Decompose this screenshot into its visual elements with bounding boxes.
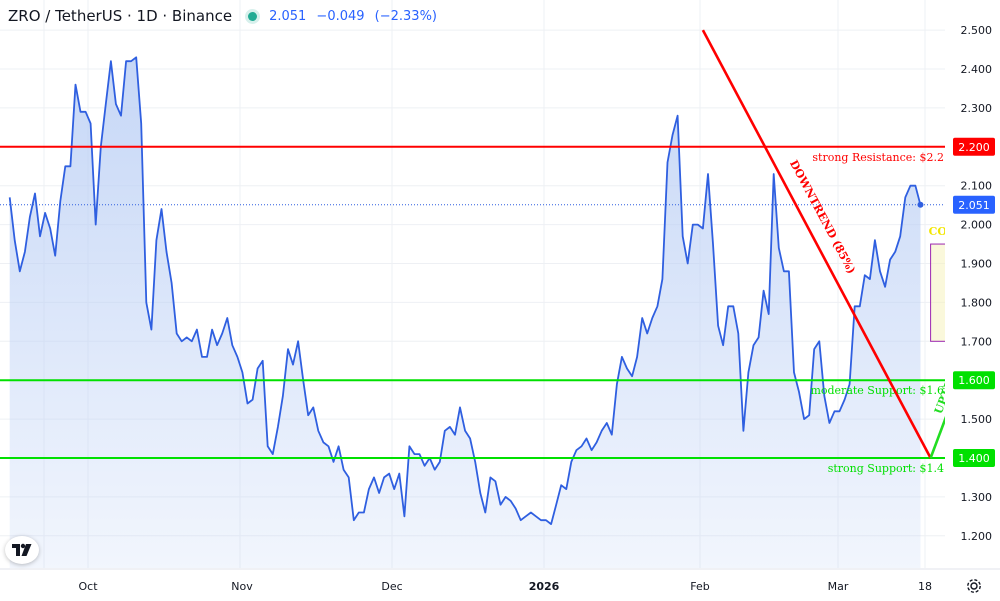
chart-header: ZRO / TetherUS · 1D · Binance 2.051 −0.0…: [8, 6, 437, 26]
price-axis-bg: [945, 0, 1000, 570]
price-tick-label: 1.700: [961, 335, 993, 348]
market-open-dot-icon: [248, 11, 258, 21]
last-price: 2.051: [269, 8, 307, 24]
time-axis[interactable]: Oct Nov Dec 2026 Feb Mar 18: [0, 568, 1000, 593]
gear-icon[interactable]: [964, 576, 986, 596]
price-change-pct: (−2.33%): [374, 8, 438, 24]
time-tick-label: 18: [918, 580, 932, 593]
support-label: moderate Support: $1.6: [810, 384, 944, 397]
last-price-tag-bg: [953, 195, 995, 214]
resistance-price-tag: 2.200: [958, 141, 990, 154]
time-tick-label: Dec: [381, 580, 402, 593]
price-area: [0, 56, 945, 569]
price-tick-label: 2.100: [961, 180, 993, 193]
price-tick-label: 1.200: [961, 530, 993, 543]
time-tick-label: 2026: [529, 580, 560, 593]
time-tick-label: Nov: [231, 580, 253, 593]
price-tick-label: 1.900: [961, 258, 993, 271]
symbol-title[interactable]: ZRO / TetherUS · 1D · Binance: [8, 7, 233, 25]
support-price-tag-bg: [953, 449, 995, 467]
support-price-tag: 1.400: [958, 452, 990, 465]
price-tick-label: 1.800: [961, 296, 993, 309]
resistance-label: strong Resistance: $2.2: [812, 151, 944, 164]
price-tick-label: 1.500: [961, 413, 993, 426]
support-label: strong Support: $1.4: [828, 462, 944, 475]
price-tick-label: 2.400: [961, 63, 993, 76]
last-price-tag: 2.051: [958, 199, 990, 212]
price-tick-label: 2.300: [961, 102, 993, 115]
downtrend-label: DOWNTREND (85%): [787, 158, 858, 276]
price-change: −0.049: [316, 8, 365, 24]
price-tick-label: 2.500: [961, 24, 993, 37]
support-price-tag: 1.600: [958, 374, 990, 387]
price-area-fill: [9, 57, 921, 569]
price-axis[interactable]: 2.500 2.400 2.300 2.200 2.100 2.000 1.900 1.800…: [945, 0, 1000, 570]
time-tick-label: Mar: [828, 580, 849, 593]
price-info: 2.051 −0.049 (−2.33%): [269, 9, 437, 24]
support-price-tag-bg: [953, 371, 995, 390]
downtrend-line[interactable]: [701, 29, 932, 459]
time-tick-label: Feb: [690, 580, 709, 593]
last-price-marker: [917, 201, 924, 208]
price-tick-label: 2.000: [961, 219, 993, 232]
price-line[interactable]: [8, 56, 922, 525]
support-resistance-lines[interactable]: strong Resistance: $2.2 moderate Support:…: [0, 145, 945, 475]
time-tick-label: Oct: [78, 580, 98, 593]
price-tick-label: 1.300: [961, 491, 993, 504]
tradingview-logo-icon[interactable]: [5, 536, 39, 564]
resistance-price-tag-bg: [953, 137, 995, 156]
